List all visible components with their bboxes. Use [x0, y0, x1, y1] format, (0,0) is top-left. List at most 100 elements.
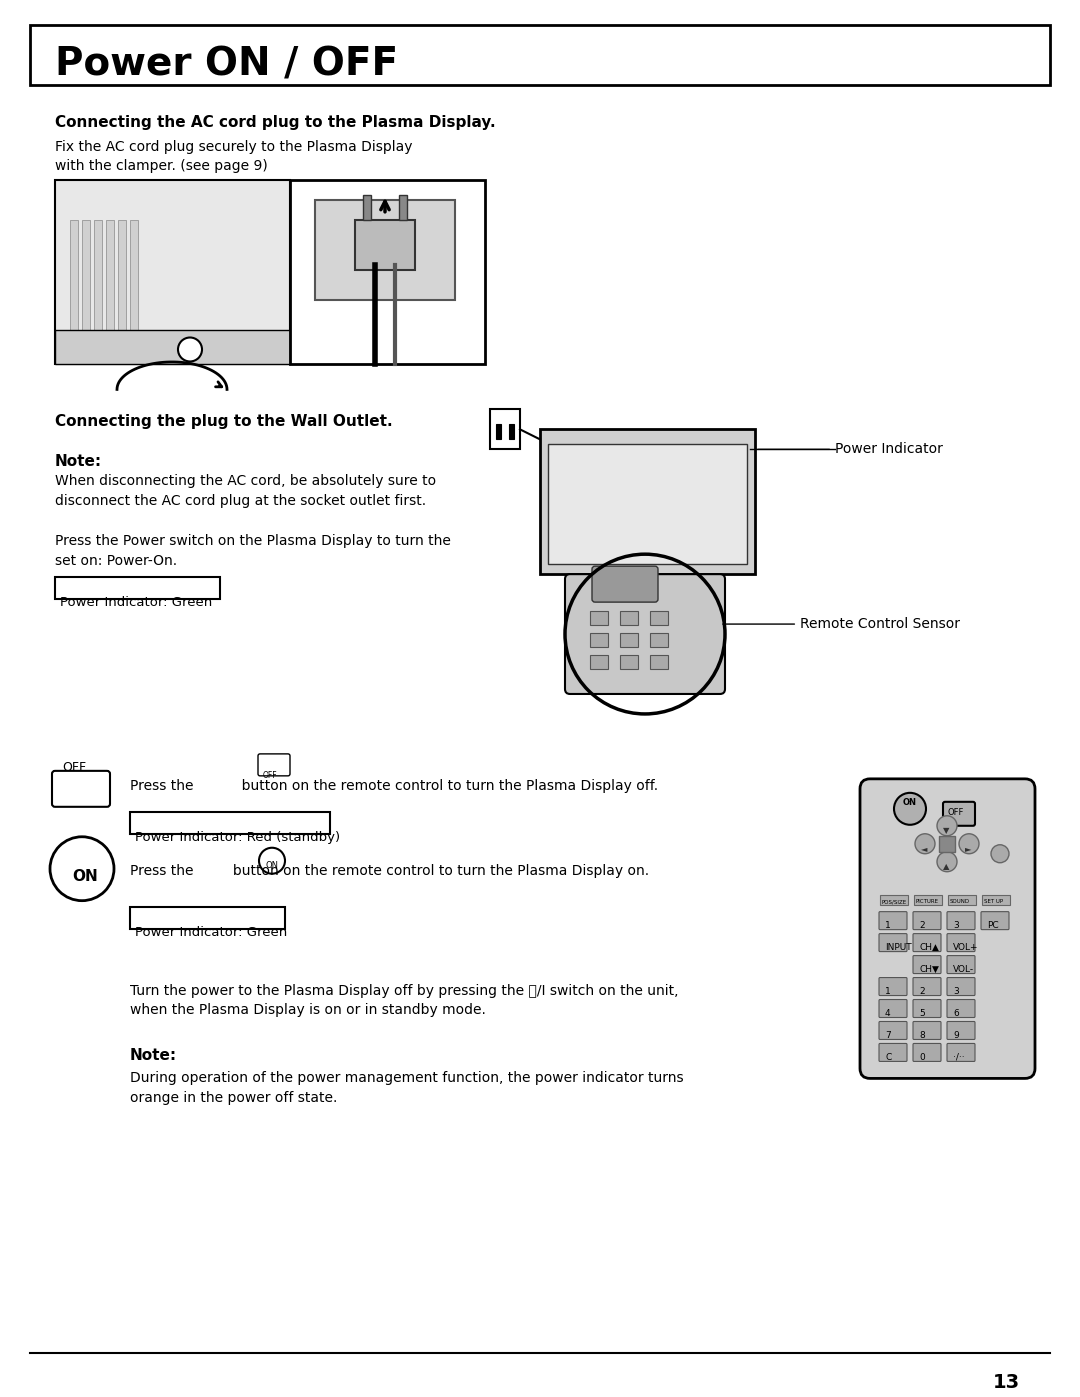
FancyBboxPatch shape — [879, 978, 907, 996]
Text: VOL+: VOL+ — [953, 943, 978, 953]
Bar — [82, 219, 90, 339]
Bar — [399, 194, 407, 219]
Text: Note:: Note: — [55, 454, 103, 469]
Text: Press the Power switch on the Plasma Display to turn the
set on: Power-On.: Press the Power switch on the Plasma Dis… — [55, 534, 450, 567]
FancyBboxPatch shape — [913, 1021, 941, 1039]
Bar — [363, 194, 372, 219]
Text: PICTURE: PICTURE — [916, 900, 939, 904]
Text: Turn the power to the Plasma Display off by pressing the ⓘ/I switch on the unit,: Turn the power to the Plasma Display off… — [130, 983, 678, 1017]
FancyBboxPatch shape — [913, 956, 941, 974]
FancyBboxPatch shape — [879, 1021, 907, 1039]
Bar — [590, 655, 608, 669]
Bar — [948, 894, 976, 905]
FancyBboxPatch shape — [879, 1044, 907, 1062]
FancyBboxPatch shape — [592, 566, 658, 602]
Text: 5: 5 — [919, 1009, 924, 1018]
Circle shape — [50, 837, 114, 901]
Text: CH▼: CH▼ — [919, 965, 939, 974]
Text: Power Indicator: Green: Power Indicator: Green — [60, 597, 213, 609]
FancyBboxPatch shape — [947, 956, 975, 974]
Text: ON: ON — [266, 861, 279, 870]
Bar — [55, 330, 291, 365]
Text: 2: 2 — [919, 988, 924, 996]
Bar — [490, 409, 519, 450]
Text: Press the         button on the remote control to turn the Plasma Display on.: Press the button on the remote control t… — [130, 863, 649, 877]
FancyBboxPatch shape — [913, 912, 941, 929]
FancyBboxPatch shape — [947, 1044, 975, 1062]
Circle shape — [178, 338, 202, 362]
FancyBboxPatch shape — [913, 978, 941, 996]
Bar — [650, 633, 669, 647]
Bar — [620, 655, 638, 669]
FancyBboxPatch shape — [947, 1021, 975, 1039]
Bar — [590, 633, 608, 647]
Bar — [650, 610, 669, 624]
Bar — [650, 655, 669, 669]
Text: 3: 3 — [953, 921, 959, 930]
Text: Power ON / OFF: Power ON / OFF — [55, 46, 399, 84]
Bar — [880, 894, 908, 905]
Bar — [939, 835, 955, 852]
Text: C: C — [885, 1053, 891, 1062]
Text: OFF: OFF — [264, 771, 278, 780]
Bar — [600, 574, 696, 584]
FancyBboxPatch shape — [943, 802, 975, 826]
Text: Power Indicator: Red (standby): Power Indicator: Red (standby) — [135, 831, 340, 844]
Bar — [620, 610, 638, 624]
Text: SOUND: SOUND — [950, 900, 970, 904]
Text: OFF: OFF — [948, 809, 964, 817]
Bar — [355, 219, 415, 270]
FancyBboxPatch shape — [130, 907, 285, 929]
FancyBboxPatch shape — [548, 444, 747, 564]
Text: Note:: Note: — [130, 1049, 177, 1063]
Bar — [118, 219, 126, 339]
FancyBboxPatch shape — [55, 180, 291, 365]
Text: 9: 9 — [953, 1031, 959, 1039]
Text: ▲: ▲ — [943, 862, 949, 872]
Text: VOL-: VOL- — [953, 965, 974, 974]
FancyBboxPatch shape — [540, 429, 755, 574]
Text: ◄: ◄ — [921, 844, 928, 854]
Text: ON: ON — [72, 869, 98, 884]
Text: 3: 3 — [953, 988, 959, 996]
Bar — [496, 425, 501, 439]
Circle shape — [259, 848, 285, 873]
Text: ▼: ▼ — [943, 826, 949, 835]
Text: Fix the AC cord plug securely to the Plasma Display
with the clamper. (see page : Fix the AC cord plug securely to the Pla… — [55, 140, 413, 173]
Text: When disconnecting the AC cord, be absolutely sure to
disconnect the AC cord plu: When disconnecting the AC cord, be absol… — [55, 475, 436, 507]
Bar — [509, 425, 514, 439]
FancyBboxPatch shape — [913, 933, 941, 951]
Text: 2: 2 — [919, 921, 924, 930]
Text: PC: PC — [987, 921, 999, 930]
Text: 1: 1 — [885, 988, 891, 996]
Text: ·/··: ·/·· — [953, 1053, 964, 1062]
FancyBboxPatch shape — [291, 180, 485, 365]
Bar — [94, 219, 102, 339]
Text: SET UP: SET UP — [984, 900, 1003, 904]
FancyBboxPatch shape — [879, 933, 907, 951]
Text: 0: 0 — [919, 1053, 924, 1062]
FancyBboxPatch shape — [52, 771, 110, 807]
Circle shape — [915, 834, 935, 854]
Circle shape — [991, 845, 1009, 863]
Text: 13: 13 — [993, 1373, 1020, 1391]
Circle shape — [959, 834, 978, 854]
Text: Power Indicator: Green: Power Indicator: Green — [135, 926, 287, 939]
FancyBboxPatch shape — [30, 25, 1050, 85]
FancyBboxPatch shape — [55, 577, 220, 599]
Bar — [620, 633, 638, 647]
Text: 4: 4 — [885, 1009, 891, 1018]
Text: Power Indicator: Power Indicator — [758, 443, 943, 457]
FancyBboxPatch shape — [947, 978, 975, 996]
Bar — [315, 200, 455, 299]
Text: POS/SIZE: POS/SIZE — [882, 900, 907, 904]
Text: 1: 1 — [885, 921, 891, 930]
FancyBboxPatch shape — [981, 912, 1009, 929]
Bar — [914, 894, 942, 905]
FancyBboxPatch shape — [258, 754, 291, 775]
Text: 8: 8 — [919, 1031, 924, 1039]
Text: INPUT: INPUT — [885, 943, 912, 953]
Text: Press the           button on the remote control to turn the Plasma Display off.: Press the button on the remote control t… — [130, 780, 658, 793]
Text: CH▲: CH▲ — [919, 943, 939, 953]
Text: 6: 6 — [953, 1009, 959, 1018]
